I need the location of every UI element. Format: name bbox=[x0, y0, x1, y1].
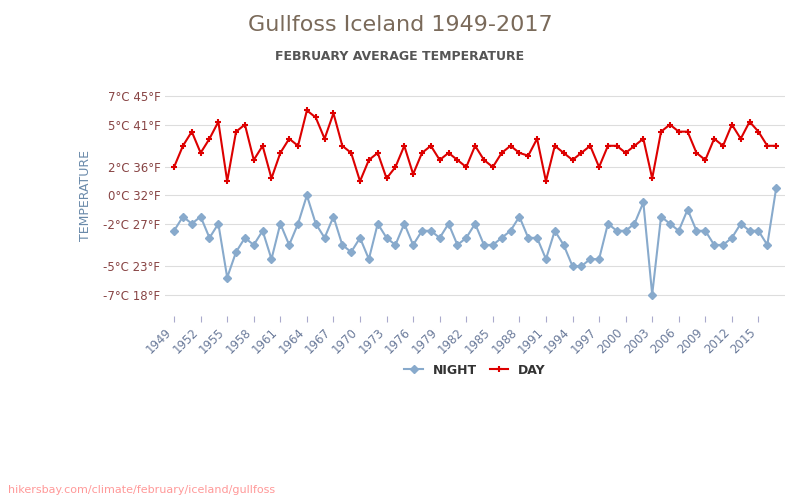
DAY bbox=[771, 143, 781, 149]
NIGHT bbox=[364, 256, 374, 262]
Text: Gullfoss Iceland 1949-2017: Gullfoss Iceland 1949-2017 bbox=[248, 15, 552, 35]
NIGHT bbox=[762, 242, 772, 248]
NIGHT bbox=[373, 220, 382, 226]
NIGHT bbox=[214, 220, 223, 226]
NIGHT bbox=[284, 242, 294, 248]
DAY bbox=[532, 136, 542, 141]
NIGHT bbox=[647, 292, 657, 298]
DAY bbox=[647, 176, 657, 182]
Line: DAY: DAY bbox=[170, 107, 780, 184]
DAY bbox=[275, 150, 285, 156]
DAY bbox=[170, 164, 179, 170]
NIGHT bbox=[514, 214, 524, 220]
Y-axis label: TEMPERATURE: TEMPERATURE bbox=[79, 150, 92, 241]
DAY bbox=[762, 143, 772, 149]
NIGHT bbox=[170, 228, 179, 234]
Text: hikersbay.com/climate/february/iceland/gullfoss: hikersbay.com/climate/february/iceland/g… bbox=[8, 485, 275, 495]
Text: FEBRUARY AVERAGE TEMPERATURE: FEBRUARY AVERAGE TEMPERATURE bbox=[275, 50, 525, 63]
NIGHT bbox=[771, 186, 781, 192]
DAY bbox=[302, 108, 312, 114]
DAY bbox=[214, 118, 223, 124]
Legend: NIGHT, DAY: NIGHT, DAY bbox=[399, 358, 551, 382]
Line: NIGHT: NIGHT bbox=[171, 186, 779, 298]
DAY bbox=[222, 178, 232, 184]
DAY bbox=[294, 143, 303, 149]
